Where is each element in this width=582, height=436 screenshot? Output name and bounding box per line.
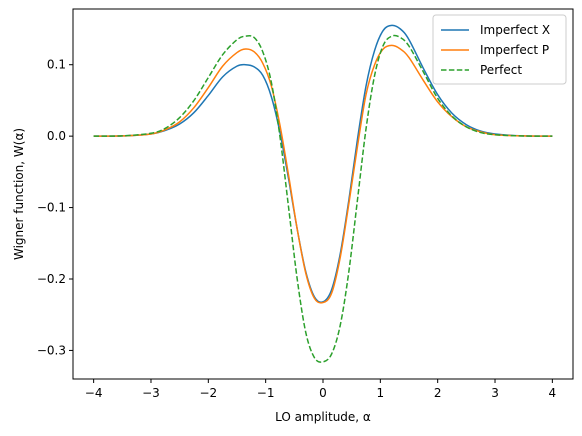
y-tick-label: −0.2 bbox=[37, 272, 66, 286]
x-tick-label: −2 bbox=[199, 386, 217, 400]
series-line-perfect bbox=[93, 34, 553, 363]
x-tick-label: −4 bbox=[85, 386, 103, 400]
plot-frame bbox=[72, 8, 574, 380]
plot-lines bbox=[93, 24, 553, 363]
legend-box bbox=[432, 14, 567, 85]
x-axis-label: LO amplitude, α bbox=[275, 410, 371, 424]
y-tick-label: 0.0 bbox=[47, 129, 66, 143]
x-tick-label: −3 bbox=[142, 386, 160, 400]
y-tick-label: 0.1 bbox=[47, 58, 66, 72]
series-line-imperfect-p bbox=[93, 44, 553, 304]
x-tick-label: 3 bbox=[491, 386, 499, 400]
x-axis-ticks: −4 −3 −2 −1 0 1 2 3 4 bbox=[85, 379, 556, 400]
x-tick-label: 2 bbox=[434, 386, 442, 400]
y-axis-ticks: −0.3 −0.2 −0.1 0.0 0.1 bbox=[37, 58, 73, 357]
x-tick-label: −1 bbox=[257, 386, 275, 400]
y-axis-label: Wigner function, W(α) bbox=[12, 128, 26, 260]
legend-label-imperfect-x: Imperfect X bbox=[480, 23, 550, 37]
y-tick-label: −0.1 bbox=[37, 201, 66, 215]
x-tick-label: 1 bbox=[377, 386, 385, 400]
y-tick-label: −0.3 bbox=[37, 343, 66, 357]
x-tick-label: 4 bbox=[549, 386, 557, 400]
x-tick-label: 0 bbox=[319, 386, 327, 400]
legend-label-imperfect-p: Imperfect P bbox=[480, 43, 549, 57]
legend-label-perfect: Perfect bbox=[480, 63, 522, 77]
legend: Imperfect X Imperfect P Perfect bbox=[432, 14, 567, 85]
